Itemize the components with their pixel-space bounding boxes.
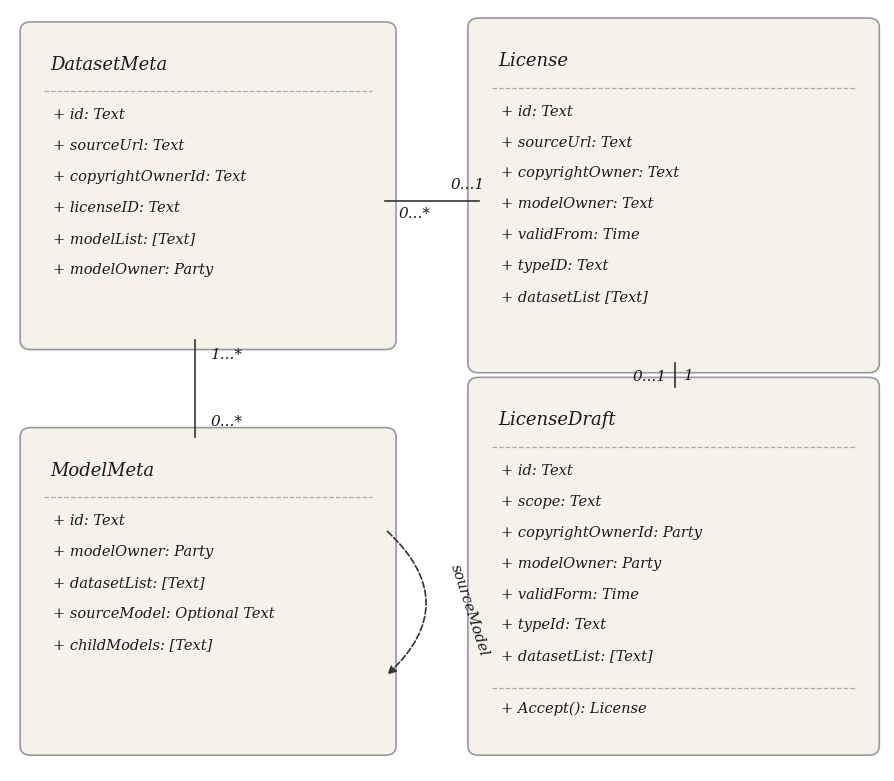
Text: + modelList: [Text]: + modelList: [Text] [53, 232, 195, 246]
Text: 0...*: 0...* [210, 415, 242, 429]
Text: + modelOwner: Text: + modelOwner: Text [500, 198, 653, 212]
Text: ModelMeta: ModelMeta [50, 462, 155, 480]
Text: + scope: Text: + scope: Text [500, 495, 600, 508]
Text: DatasetMeta: DatasetMeta [50, 56, 167, 74]
FancyBboxPatch shape [20, 22, 396, 350]
Text: + datasetList: [Text]: + datasetList: [Text] [500, 649, 652, 663]
Text: 0...*: 0...* [398, 208, 430, 221]
FancyBboxPatch shape [468, 377, 878, 755]
Text: + childModels: [Text]: + childModels: [Text] [53, 638, 212, 652]
Text: LicenseDraft: LicenseDraft [497, 412, 615, 430]
Text: + id: Text: + id: Text [53, 109, 124, 123]
Text: + typeID: Text: + typeID: Text [500, 259, 607, 273]
Text: + Accept(): License: + Accept(): License [500, 702, 645, 716]
Text: 0...1: 0...1 [632, 369, 666, 383]
Text: + copyrightOwnerId: Party: + copyrightOwnerId: Party [500, 526, 701, 540]
Text: + copyrightOwner: Text: + copyrightOwner: Text [500, 166, 678, 180]
Text: License: License [497, 52, 568, 70]
Text: sourceModel: sourceModel [448, 563, 491, 658]
Text: + copyrightOwnerId: Text: + copyrightOwnerId: Text [53, 170, 246, 184]
Text: + licenseID: Text: + licenseID: Text [53, 201, 180, 216]
Text: + sourceUrl: Text: + sourceUrl: Text [53, 139, 184, 153]
Text: + datasetList [Text]: + datasetList [Text] [500, 290, 647, 304]
FancyBboxPatch shape [468, 18, 878, 373]
Text: + id: Text: + id: Text [53, 514, 124, 528]
Text: 1...*: 1...* [210, 348, 242, 362]
Text: + modelOwner: Party: + modelOwner: Party [53, 263, 213, 277]
FancyBboxPatch shape [20, 427, 396, 755]
Text: + datasetList: [Text]: + datasetList: [Text] [53, 576, 205, 590]
Text: + id: Text: + id: Text [500, 464, 572, 478]
Text: 1: 1 [684, 369, 693, 383]
Text: + typeId: Text: + typeId: Text [500, 619, 605, 633]
Text: + id: Text: + id: Text [500, 105, 572, 119]
Text: + sourceUrl: Text: + sourceUrl: Text [500, 136, 631, 149]
Text: + sourceModel: Optional Text: + sourceModel: Optional Text [53, 607, 274, 621]
Text: + validForm: Time: + validForm: Time [500, 587, 637, 601]
Text: 0...1: 0...1 [450, 178, 484, 192]
Text: + modelOwner: Party: + modelOwner: Party [53, 545, 213, 559]
Text: + modelOwner: Party: + modelOwner: Party [500, 557, 660, 571]
Text: + validFrom: Time: + validFrom: Time [500, 228, 638, 242]
